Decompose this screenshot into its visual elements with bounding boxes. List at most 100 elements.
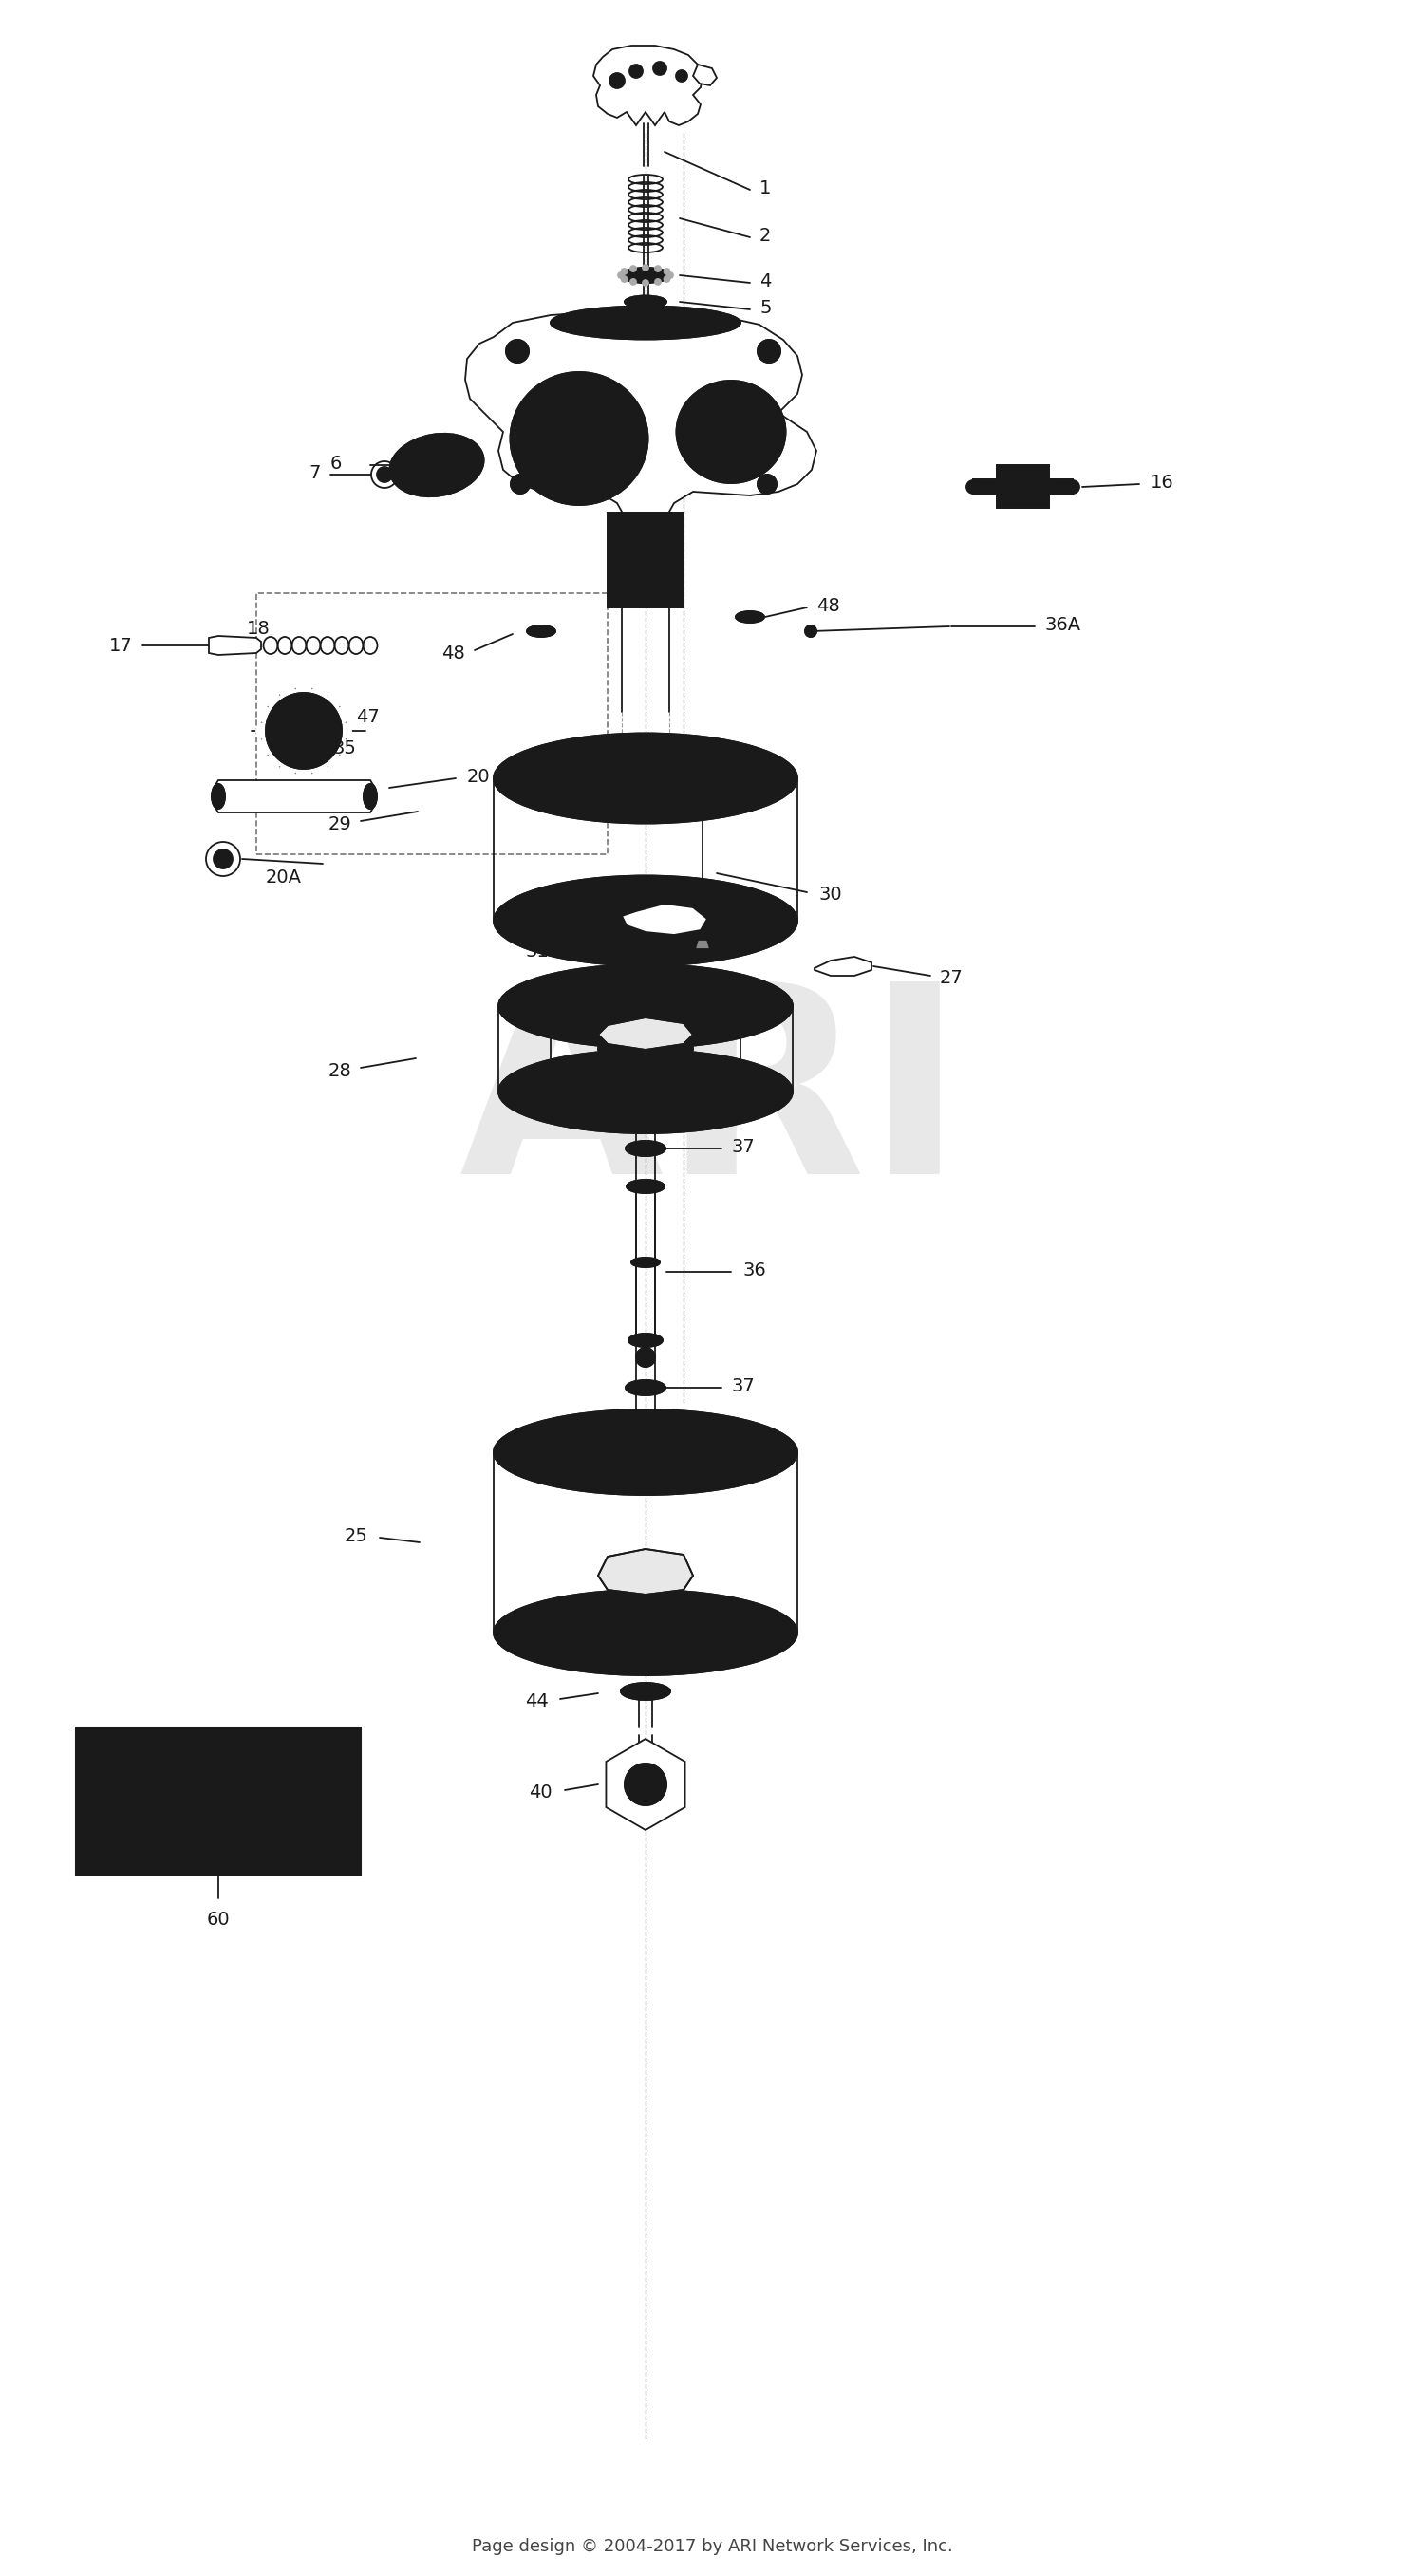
Circle shape: [281, 685, 296, 701]
Ellipse shape: [527, 626, 555, 636]
Ellipse shape: [745, 616, 756, 618]
Ellipse shape: [494, 1409, 797, 1494]
Text: 48: 48: [816, 598, 840, 616]
Circle shape: [296, 724, 312, 739]
Bar: [997, 466, 1049, 507]
Ellipse shape: [693, 397, 769, 466]
Bar: [997, 466, 1049, 507]
Bar: [75, 1728, 360, 1875]
Ellipse shape: [494, 1589, 797, 1674]
Ellipse shape: [637, 1383, 654, 1391]
Text: 25: 25: [345, 1528, 369, 1546]
Ellipse shape: [212, 783, 225, 809]
Circle shape: [637, 1347, 655, 1368]
Ellipse shape: [641, 273, 651, 278]
Text: 20A: 20A: [266, 868, 302, 886]
Ellipse shape: [551, 1064, 740, 1118]
Circle shape: [268, 752, 283, 768]
Ellipse shape: [494, 876, 797, 966]
Text: 36: 36: [742, 1260, 766, 1278]
Ellipse shape: [634, 1687, 656, 1695]
Circle shape: [762, 479, 772, 489]
Ellipse shape: [625, 1141, 665, 1157]
Text: 4: 4: [759, 273, 772, 291]
Circle shape: [259, 708, 275, 724]
Circle shape: [655, 278, 661, 286]
Circle shape: [281, 760, 296, 775]
Circle shape: [506, 340, 528, 363]
Bar: [84, 1736, 353, 1868]
Circle shape: [664, 268, 669, 273]
Circle shape: [763, 345, 775, 358]
Bar: [973, 479, 997, 495]
Ellipse shape: [498, 1051, 793, 1133]
Circle shape: [654, 62, 666, 75]
Ellipse shape: [621, 1682, 671, 1700]
Bar: [256, 592, 608, 855]
Text: ARI: ARI: [460, 974, 964, 1229]
Ellipse shape: [627, 1180, 665, 1193]
Ellipse shape: [527, 389, 631, 489]
Text: 1: 1: [759, 178, 772, 196]
Ellipse shape: [494, 734, 797, 824]
Circle shape: [333, 739, 349, 755]
Circle shape: [333, 708, 349, 724]
Ellipse shape: [390, 433, 484, 497]
Circle shape: [268, 696, 283, 711]
Bar: [1049, 479, 1072, 495]
Polygon shape: [695, 940, 711, 948]
Circle shape: [336, 724, 352, 739]
Text: 5: 5: [759, 299, 772, 317]
Text: 60: 60: [206, 1911, 231, 1929]
Circle shape: [214, 850, 232, 868]
Text: 31: 31: [525, 943, 548, 961]
Ellipse shape: [510, 371, 648, 505]
Circle shape: [259, 739, 275, 755]
Text: 47: 47: [356, 708, 379, 726]
Circle shape: [621, 276, 627, 281]
Circle shape: [758, 340, 780, 363]
Circle shape: [664, 276, 669, 281]
Ellipse shape: [551, 979, 740, 1033]
Circle shape: [758, 474, 776, 495]
Ellipse shape: [625, 296, 666, 309]
Text: 37: 37: [731, 1376, 755, 1394]
Circle shape: [296, 762, 312, 778]
Text: Page design © 2004-2017 by ARI Network Services, Inc.: Page design © 2004-2017 by ARI Network S…: [471, 2537, 953, 2555]
Ellipse shape: [634, 270, 656, 278]
Circle shape: [668, 273, 674, 278]
Circle shape: [629, 64, 642, 77]
Circle shape: [642, 265, 648, 270]
Circle shape: [261, 688, 346, 773]
Polygon shape: [466, 312, 816, 526]
Text: 30: 30: [819, 886, 842, 904]
Text: 18: 18: [246, 618, 271, 636]
Text: 37: 37: [731, 1139, 755, 1157]
Ellipse shape: [1067, 479, 1079, 495]
Bar: [608, 513, 684, 608]
Circle shape: [296, 683, 312, 698]
Circle shape: [625, 1765, 666, 1806]
Circle shape: [417, 466, 437, 484]
Ellipse shape: [498, 963, 793, 1048]
Text: 7: 7: [309, 464, 320, 482]
Circle shape: [377, 466, 392, 482]
Ellipse shape: [625, 1381, 665, 1396]
Circle shape: [511, 474, 530, 495]
Text: REPAIR KIT: REPAIR KIT: [169, 1780, 268, 1798]
Circle shape: [278, 703, 330, 757]
Circle shape: [693, 796, 712, 814]
Polygon shape: [209, 636, 261, 654]
Ellipse shape: [598, 1036, 693, 1064]
Circle shape: [286, 714, 320, 747]
Circle shape: [312, 760, 326, 775]
Circle shape: [609, 72, 625, 88]
Polygon shape: [598, 1018, 693, 1051]
Text: 20: 20: [467, 768, 490, 786]
Polygon shape: [815, 956, 871, 976]
Text: 35: 35: [332, 739, 356, 757]
Ellipse shape: [363, 783, 377, 809]
Ellipse shape: [637, 299, 654, 304]
Ellipse shape: [551, 307, 740, 340]
Circle shape: [325, 696, 339, 711]
